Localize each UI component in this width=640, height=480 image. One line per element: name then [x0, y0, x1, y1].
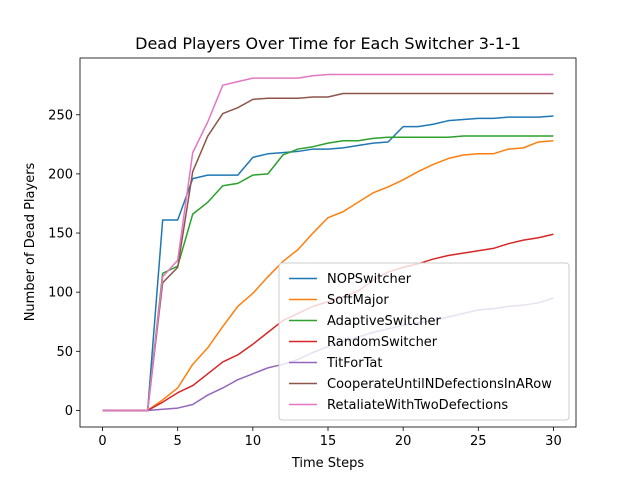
y-tick-label: 250	[48, 108, 73, 123]
x-tick-label: 30	[545, 434, 562, 449]
legend-label: NOPSwitcher	[327, 272, 412, 287]
x-axis-label: Time Steps	[291, 456, 365, 471]
y-tick-label: 150	[48, 227, 73, 242]
x-tick-label: 10	[245, 434, 262, 449]
legend-label: RandomSwitcher	[327, 335, 438, 350]
legend-label: RetaliateWithTwoDefections	[327, 398, 508, 413]
series-line-5	[102, 92, 554, 412]
chart-title: Dead Players Over Time for Each Switcher…	[135, 34, 521, 53]
x-tick-label: 25	[470, 434, 487, 449]
x-tick-label: 15	[320, 434, 337, 449]
legend-label: AdaptiveSwitcher	[327, 314, 442, 329]
legend-label: SoftMajor	[327, 293, 389, 308]
y-tick-label: 200	[48, 167, 73, 182]
y-tick-label: 50	[56, 345, 73, 360]
series-line-1	[102, 140, 554, 412]
x-tick-label: 5	[174, 434, 182, 449]
series-line-6	[102, 73, 554, 412]
series-line-0	[102, 115, 554, 412]
legend-label: CooperateUntilNDefectionsInARow	[327, 377, 552, 392]
legend-box	[278, 262, 570, 421]
x-tick-label: 0	[98, 434, 106, 449]
y-axis-label: Number of Dead Players	[23, 162, 38, 321]
y-tick-label: 100	[48, 286, 73, 301]
legend-label: TitForTat	[326, 356, 382, 371]
x-tick-label: 20	[395, 434, 412, 449]
legend: NOPSwitcher SoftMajor AdaptiveSwitcher Rand…	[278, 262, 570, 421]
y-tick-label: 0	[65, 404, 73, 419]
